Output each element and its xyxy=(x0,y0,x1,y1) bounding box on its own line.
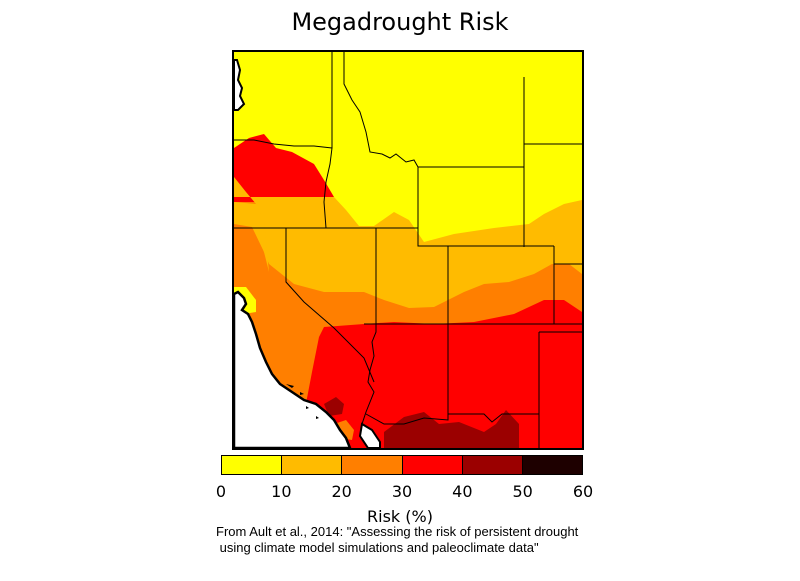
zone-40-50-southwest xyxy=(324,397,344,416)
puget-sound xyxy=(234,59,246,111)
zone-10-20 xyxy=(234,142,582,308)
legend-swatch-40-50 xyxy=(462,456,523,474)
legend-swatch-0-10 xyxy=(222,456,283,474)
legend-swatch-20-30 xyxy=(342,456,403,474)
legend-swatch-50-60 xyxy=(522,456,583,474)
legend-tick-label: 50 xyxy=(512,482,533,501)
legend-swatch-30-40 xyxy=(402,456,463,474)
legend-tick-label: 60 xyxy=(572,482,594,501)
citation-line-1: From Ault et al., 2014: "Assessing the r… xyxy=(216,524,579,539)
legend-tick-label: 30 xyxy=(391,482,413,501)
zone-0-10 xyxy=(234,52,582,242)
legend-tick-label: 40 xyxy=(452,482,473,501)
risk-map xyxy=(232,50,584,450)
gulf-of-california xyxy=(358,422,381,448)
state-borders xyxy=(234,52,582,448)
zone-10-20-inner xyxy=(234,202,269,272)
legend-ticks: 0 10 20 30 40 50 60 xyxy=(0,482,800,504)
legend-tick-label: 20 xyxy=(331,482,352,501)
map-svg xyxy=(234,52,582,448)
legend-tick-label: 10 xyxy=(271,482,292,501)
citation-line-2: using climate model simulations and pale… xyxy=(216,540,539,555)
legend-label: Risk (%) xyxy=(367,507,433,526)
legend-colorbar xyxy=(221,455,583,475)
legend-swatch-10-20 xyxy=(282,456,343,474)
legend-tick-label: 0 xyxy=(215,482,227,501)
pacific-ocean xyxy=(234,290,352,448)
citation: From Ault et al., 2014: "Assessing the r… xyxy=(216,524,776,556)
map-title: Megadrought Risk xyxy=(291,8,509,36)
